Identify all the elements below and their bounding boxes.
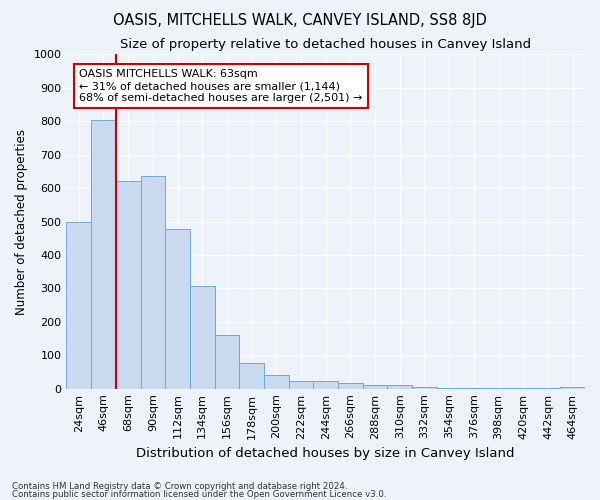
- Bar: [338, 384, 363, 388]
- Y-axis label: Number of detached properties: Number of detached properties: [15, 128, 28, 314]
- Text: Contains HM Land Registry data © Crown copyright and database right 2024.: Contains HM Land Registry data © Crown c…: [12, 482, 347, 491]
- Bar: [165, 229, 190, 388]
- Text: OASIS, MITCHELLS WALK, CANVEY ISLAND, SS8 8JD: OASIS, MITCHELLS WALK, CANVEY ISLAND, SS…: [113, 12, 487, 28]
- Bar: [91, 120, 116, 388]
- Bar: [140, 176, 165, 388]
- Bar: [215, 335, 239, 388]
- Bar: [363, 384, 388, 388]
- Title: Size of property relative to detached houses in Canvey Island: Size of property relative to detached ho…: [120, 38, 531, 51]
- Bar: [239, 362, 264, 388]
- Bar: [313, 382, 338, 388]
- Bar: [190, 286, 215, 389]
- Bar: [412, 387, 437, 388]
- Bar: [116, 182, 140, 388]
- Bar: [264, 374, 289, 388]
- Bar: [560, 387, 585, 388]
- Text: OASIS MITCHELLS WALK: 63sqm
← 31% of detached houses are smaller (1,144)
68% of : OASIS MITCHELLS WALK: 63sqm ← 31% of det…: [79, 70, 363, 102]
- Bar: [289, 382, 313, 388]
- Text: Contains public sector information licensed under the Open Government Licence v3: Contains public sector information licen…: [12, 490, 386, 499]
- Bar: [67, 222, 91, 388]
- X-axis label: Distribution of detached houses by size in Canvey Island: Distribution of detached houses by size …: [136, 447, 515, 460]
- Bar: [388, 386, 412, 388]
